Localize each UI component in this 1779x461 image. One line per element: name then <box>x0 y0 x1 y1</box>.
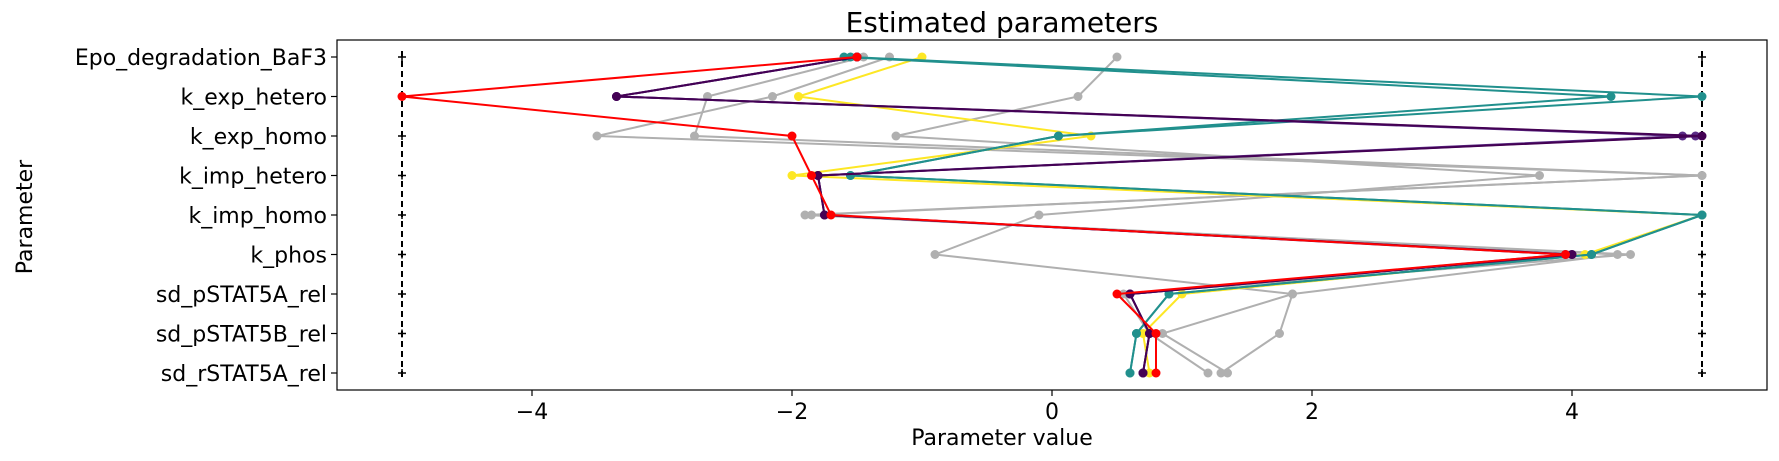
y-tick-label: k_imp_homo <box>188 204 327 229</box>
data-point <box>1626 250 1635 259</box>
y-axis-label: Parameter <box>13 159 38 274</box>
data-point <box>1151 368 1161 378</box>
data-point <box>592 131 602 141</box>
lower-bound-marker <box>398 132 406 140</box>
series-4 <box>839 52 1707 378</box>
data-point <box>1288 289 1297 299</box>
lower-bound-marker <box>398 369 406 377</box>
data-point <box>820 210 829 220</box>
data-point <box>807 210 816 220</box>
y-tick-label: sd_pSTAT5B_rel <box>156 323 327 348</box>
data-point <box>1535 171 1544 180</box>
series-0 <box>891 52 1544 378</box>
series-3 <box>787 52 1707 378</box>
data-point <box>1164 289 1174 299</box>
series-layer <box>397 52 1707 378</box>
lower-bound-marker <box>398 171 406 180</box>
data-point <box>1112 52 1122 62</box>
series-line <box>616 56 1696 374</box>
data-point <box>1567 250 1577 259</box>
lower-bound-marker <box>398 53 406 61</box>
upper-bound-marker <box>1698 329 1706 338</box>
data-point <box>930 250 940 259</box>
upper-bound-marker <box>1698 53 1706 61</box>
data-point <box>1697 210 1707 220</box>
upper-bound-marker <box>1698 369 1706 377</box>
data-point <box>1151 329 1161 338</box>
data-point <box>1275 329 1284 338</box>
data-point <box>1697 92 1707 101</box>
data-point <box>1561 250 1570 259</box>
chart-title: Estimated parameters <box>846 6 1159 39</box>
data-point <box>787 131 797 141</box>
lower-bound-marker <box>398 250 406 259</box>
x-tick-label: 2 <box>1305 400 1319 425</box>
x-tick-label: 4 <box>1565 400 1579 425</box>
lower-bound-marker <box>398 211 406 219</box>
data-point <box>690 131 699 141</box>
data-point <box>1125 368 1135 378</box>
x-tick-label: 0 <box>1045 400 1059 425</box>
data-point <box>768 92 777 101</box>
data-point <box>1223 368 1232 378</box>
y-tick-label: Epo_degradation_BaF3 <box>75 46 327 71</box>
data-point <box>1112 289 1122 299</box>
upper-bound-marker <box>1698 250 1706 259</box>
data-point <box>1138 329 1148 338</box>
y-tick-label: sd_pSTAT5A_rel <box>156 283 327 308</box>
series-5 <box>846 52 1707 378</box>
series-9 <box>397 52 1570 378</box>
data-point <box>1054 131 1063 141</box>
series-line <box>401 56 1566 373</box>
data-point <box>1034 210 1044 220</box>
data-point <box>1697 171 1707 180</box>
data-point <box>800 210 810 220</box>
data-point <box>807 171 816 180</box>
data-point <box>1158 329 1167 338</box>
data-point <box>794 92 803 101</box>
data-point <box>813 171 823 180</box>
data-point <box>1606 92 1616 101</box>
data-point <box>1145 368 1154 378</box>
lower-bound-marker <box>398 329 406 338</box>
data-point <box>1203 368 1213 378</box>
y-tick-label: k_imp_hetero <box>179 165 327 190</box>
data-point <box>852 52 862 62</box>
data-point <box>846 171 855 180</box>
data-point <box>612 92 621 101</box>
series-line <box>616 56 1703 374</box>
series-line <box>895 56 1540 374</box>
series-line <box>850 56 1703 374</box>
data-point <box>1697 131 1707 141</box>
x-axis-label: Parameter value <box>911 426 1093 451</box>
data-point <box>1138 368 1148 378</box>
data-point <box>1587 250 1596 259</box>
y-tick-label: k_exp_homo <box>190 125 327 150</box>
y-tick-label: k_exp_hetero <box>180 86 327 111</box>
data-point <box>397 92 407 101</box>
data-point <box>1145 329 1154 338</box>
data-point <box>787 171 797 180</box>
upper-bound-marker <box>1698 290 1706 298</box>
data-point <box>1132 329 1141 338</box>
y-tick-label: k_phos <box>250 244 327 269</box>
x-tick-label: −4 <box>516 400 548 425</box>
data-point <box>826 210 836 220</box>
lower-bound-marker <box>398 290 406 298</box>
axes-layer: −4 −2 0 2 4 Epo_degradation_BaF3 k_exp_heterok… <box>75 39 1768 425</box>
data-point <box>891 131 901 141</box>
x-tick-label: −2 <box>776 400 808 425</box>
data-point <box>1073 92 1083 101</box>
y-tick-label: sd_rSTAT5A_rel <box>161 362 327 387</box>
bounds-layer <box>398 51 1706 379</box>
